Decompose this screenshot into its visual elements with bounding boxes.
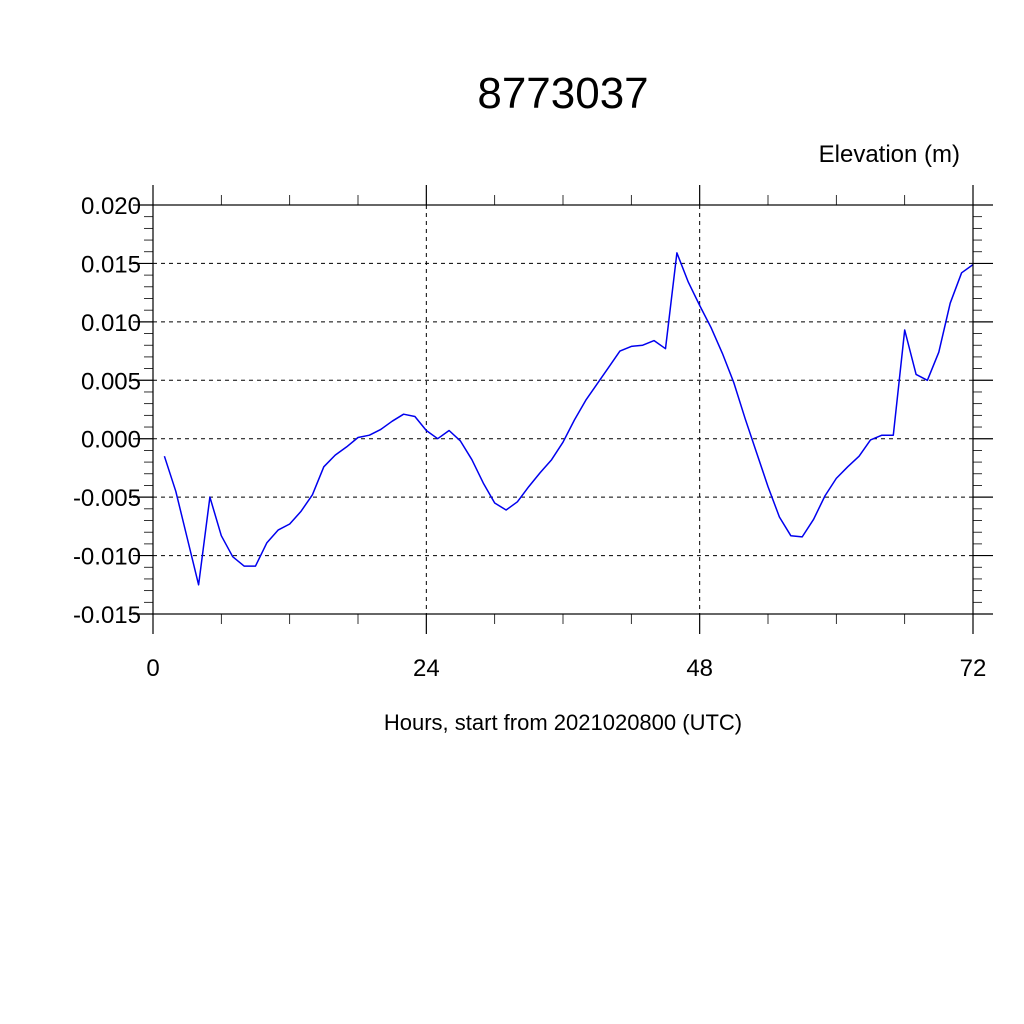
y-tick-label: -0.005 xyxy=(73,485,141,512)
y-tick-label: -0.015 xyxy=(73,602,141,629)
series-layer xyxy=(163,252,974,586)
series-line xyxy=(163,252,974,586)
minor-ticks xyxy=(144,195,982,624)
x-tick-label: 24 xyxy=(413,655,440,682)
y-tick-label: 0.010 xyxy=(81,310,141,337)
y-tick-label: 0.015 xyxy=(81,251,141,278)
x-tick-label: 0 xyxy=(146,655,159,682)
y-tick-label: 0.005 xyxy=(81,368,141,395)
y-tick-label: 0.000 xyxy=(81,427,141,454)
x-tick-label: 48 xyxy=(686,655,713,682)
major-ticks xyxy=(133,185,993,634)
x-tick-label: 72 xyxy=(960,655,987,682)
chart-subtitle: Elevation (m) xyxy=(819,141,960,168)
x-axis-label: Hours, start from 2021020800 (UTC) xyxy=(384,710,742,735)
x-tick-labels: 0 24 48 72 xyxy=(146,655,986,682)
y-tick-label: 0.020 xyxy=(81,193,141,220)
chart-title: 8773037 xyxy=(477,69,648,118)
grid-lines xyxy=(152,204,974,615)
plot-frame xyxy=(152,204,974,615)
y-tick-labels: -0.015 -0.010 -0.005 0.000 0.005 0.010 0.015 0.… xyxy=(73,193,141,629)
y-tick-label: -0.010 xyxy=(73,544,141,571)
